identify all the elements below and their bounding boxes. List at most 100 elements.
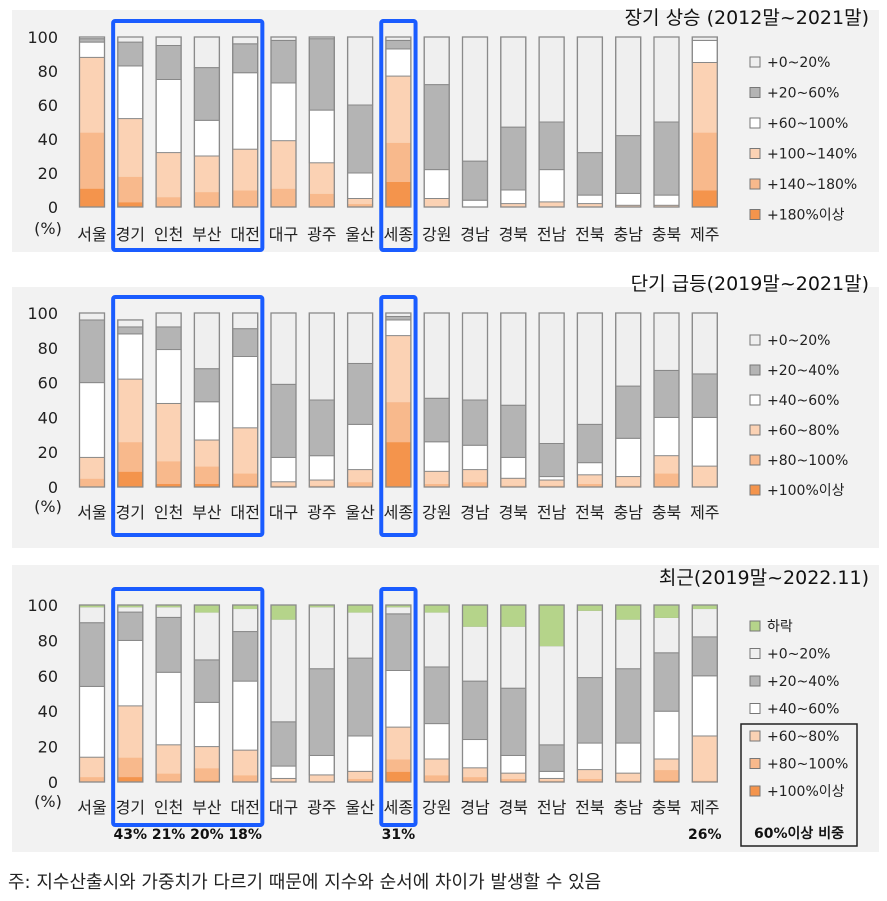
bar-segment <box>538 443 565 478</box>
bar-segment <box>653 194 680 206</box>
annotation-label: 43% <box>114 827 148 843</box>
bar-segment <box>117 118 144 177</box>
bar-segment <box>385 613 412 671</box>
legend-label: +0~20% <box>767 55 831 71</box>
bar-segment <box>155 36 182 46</box>
x-tick-label: 대구 <box>269 798 298 817</box>
legend-swatch <box>749 334 761 346</box>
legend-swatch <box>749 148 761 159</box>
legend-label: +140~180% <box>767 177 857 193</box>
bar-segment <box>462 36 488 162</box>
bar-segment <box>155 460 182 485</box>
bar-segment <box>385 606 412 615</box>
annotation-label: 26% <box>688 827 722 843</box>
x-tick-label: 경남 <box>460 503 490 522</box>
x-tick-label: 전북 <box>575 798 604 817</box>
x-tick-label: 강원 <box>422 503 451 522</box>
bar-outline <box>117 319 144 488</box>
bar-segment <box>576 604 603 611</box>
bar-segment <box>615 772 642 781</box>
bar-segment <box>385 770 412 783</box>
bar-outline <box>346 36 374 208</box>
bar-segment <box>423 84 450 171</box>
bar-segment <box>691 675 718 737</box>
bar-segment <box>423 36 450 86</box>
bar-outline <box>615 312 642 488</box>
bar-segment <box>500 126 527 191</box>
legend-label: +20~40% <box>767 363 839 379</box>
bar-segment <box>423 397 450 443</box>
bar-outline <box>691 312 718 488</box>
bar-segment <box>193 439 220 467</box>
bar-segment <box>385 48 412 77</box>
bar-outline <box>193 604 221 783</box>
bar-segment <box>117 333 144 380</box>
bar-segment <box>308 312 335 401</box>
y-tick-label: 100 <box>27 596 58 615</box>
bar-segment <box>538 312 565 444</box>
y-tick-label: 20 <box>38 443 58 462</box>
bar-segment <box>423 604 450 613</box>
bar-segment <box>193 746 220 769</box>
bar-segment <box>270 765 297 779</box>
bar-outline <box>576 312 604 488</box>
legend-label: +60~100% <box>767 116 848 132</box>
bar-outline <box>232 604 259 783</box>
bar-segment <box>232 774 259 783</box>
bar-segment <box>615 36 642 137</box>
x-tick-label: 전북 <box>575 503 604 522</box>
bar-outline <box>691 604 718 783</box>
bar-outline <box>423 36 450 208</box>
bar-segment <box>462 625 488 682</box>
legend-swatch <box>749 730 761 742</box>
bar-segment <box>576 312 603 425</box>
bar-segment <box>423 441 450 472</box>
bar-segment <box>653 121 680 196</box>
bar-outline <box>232 312 259 488</box>
legend-label: +80~100% <box>767 453 848 469</box>
bar-segment <box>79 382 105 458</box>
x-tick-label: 경남 <box>460 225 490 244</box>
bar-segment <box>193 604 220 613</box>
bar-segment <box>155 349 182 404</box>
bar-segment <box>385 726 412 760</box>
bar-segment <box>385 181 412 208</box>
bar-segment <box>653 652 680 712</box>
chart-panel-2: 단기 급등(2019말~2021말) 0 20 40 60 80 100 (%) 서울 경기 인천 부… <box>12 273 879 548</box>
bar-outline <box>461 604 489 783</box>
bar-segment <box>308 192 335 208</box>
y-axis-label: (%) <box>34 497 62 516</box>
x-tick-label: 전남 <box>537 798 567 817</box>
bar-segment <box>538 479 565 486</box>
chart-title: 최근(2019말~2022.11) <box>659 567 869 589</box>
x-tick-label: 부산 <box>192 798 222 817</box>
y-tick-label: 60 <box>38 374 58 393</box>
x-tick-label: 경북 <box>499 225 528 244</box>
bar-segment <box>117 611 144 641</box>
bar-segment <box>155 616 182 673</box>
x-tick-label: 경남 <box>460 798 490 817</box>
bar-segment <box>232 427 259 474</box>
bar-segment <box>615 604 642 620</box>
bar-segment <box>423 723 450 760</box>
y-tick-label: 80 <box>38 339 58 358</box>
bar-segment <box>423 774 450 783</box>
bar-segment <box>538 169 565 203</box>
x-tick-label: 대전 <box>230 503 259 522</box>
bar-segment <box>232 36 259 45</box>
bar-outline <box>346 604 374 783</box>
bar-segment <box>347 312 374 364</box>
bar-segment <box>653 472 680 488</box>
bar-segment <box>347 770 374 779</box>
x-tick-label: 강원 <box>422 798 451 817</box>
x-tick-label: 대전 <box>230 225 259 244</box>
bar-outline <box>653 36 680 208</box>
bar-segment <box>462 481 488 488</box>
bar-segment <box>347 604 374 613</box>
bar-segment <box>117 776 144 783</box>
bar-segment <box>193 701 220 748</box>
bar-segment <box>423 470 450 485</box>
bar-segment <box>462 199 488 208</box>
bar-segment <box>79 187 105 208</box>
bar-segment <box>653 312 680 371</box>
